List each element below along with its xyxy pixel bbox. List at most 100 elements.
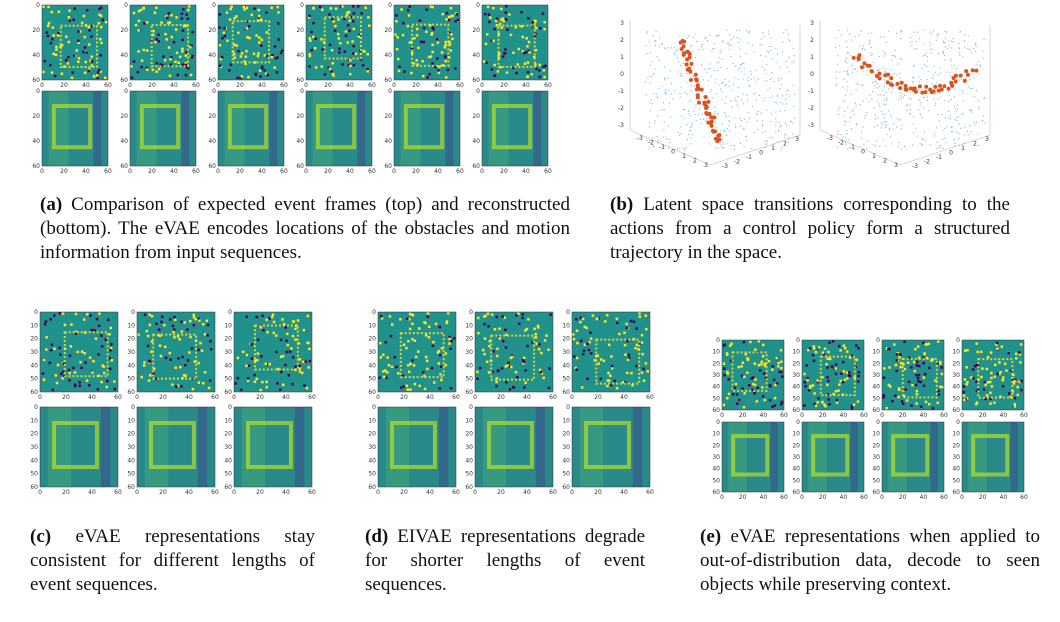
- event-pixel: [919, 380, 922, 384]
- event-pixel: [775, 357, 778, 360]
- y-tick-label: 0: [716, 337, 720, 344]
- latent-point: [793, 93, 795, 96]
- x-tick-label: 40: [185, 394, 193, 401]
- event-pixel: [748, 384, 751, 387]
- latent-point: [950, 131, 953, 133]
- latent-point: [890, 116, 893, 118]
- latent-point: [775, 121, 777, 123]
- event-pixel: [197, 381, 201, 384]
- latent-point: [688, 35, 690, 37]
- latent-point: [722, 81, 724, 84]
- event-pixel: [526, 45, 529, 48]
- event-pixel: [291, 334, 295, 338]
- event-pixel: [524, 369, 527, 372]
- event-pixel: [90, 60, 94, 63]
- latent-point: [896, 74, 898, 76]
- event-pixel: [498, 22, 502, 26]
- event-pixel: [772, 378, 776, 382]
- event-pixel: [834, 363, 838, 366]
- y-tick-label: 0: [759, 150, 763, 157]
- latent-point: [746, 99, 749, 102]
- latent-point: [773, 81, 775, 83]
- trajectory-point: [704, 105, 709, 110]
- event-pixel: [209, 348, 213, 351]
- y-tick-label: 10: [30, 417, 38, 424]
- event-pixel: [47, 5, 50, 9]
- latent-point: [934, 71, 937, 73]
- trajectory-point: [933, 84, 938, 89]
- event-pixel: [761, 386, 764, 389]
- panel-frame: [881, 421, 945, 493]
- event-pixel: [140, 375, 143, 379]
- event-pixel: [757, 363, 761, 367]
- latent-point: [838, 29, 840, 32]
- latent-point: [649, 109, 651, 112]
- latent-point: [715, 121, 717, 124]
- x-tick-label: 20: [979, 412, 987, 419]
- event-pixel: [939, 385, 942, 389]
- latent-point: [717, 35, 719, 37]
- event-pixel: [922, 361, 925, 365]
- latent-point: [944, 46, 946, 48]
- event-pixel: [523, 386, 526, 389]
- event-pixel: [397, 372, 400, 375]
- event-pixel: [270, 55, 274, 59]
- latent-point: [845, 121, 847, 123]
- latent-point: [855, 104, 857, 106]
- event-pixel: [270, 6, 273, 9]
- event-pixel: [257, 52, 260, 55]
- latent-point: [926, 56, 928, 58]
- event-pixel: [744, 353, 748, 356]
- latent-point: [934, 102, 937, 104]
- latent-point: [722, 147, 725, 149]
- event-pixel: [276, 367, 280, 371]
- latent-point: [908, 97, 910, 99]
- y-tick-label: 20: [465, 336, 473, 343]
- y-tick-label: 0: [124, 88, 128, 95]
- event-pixel: [426, 315, 429, 318]
- event-pixel: [1012, 382, 1016, 385]
- event-pixel: [423, 387, 427, 391]
- event-pixel: [756, 386, 759, 390]
- latent-point: [931, 33, 933, 35]
- event-pixel: [137, 333, 140, 336]
- event-pixel: [334, 7, 338, 10]
- event-pixel: [423, 374, 426, 378]
- y-tick-label: 50: [792, 395, 800, 402]
- y-tick-label: 50: [872, 395, 880, 402]
- event-pixel: [186, 359, 190, 362]
- trajectory-point: [695, 93, 700, 98]
- event-pixel: [741, 387, 744, 390]
- latent-point: [652, 35, 654, 37]
- event-pixel: [580, 386, 584, 389]
- y-tick-label: 0: [956, 337, 960, 344]
- trajectory-point: [688, 78, 693, 83]
- latent-point: [942, 138, 944, 140]
- event-pixel: [42, 378, 46, 381]
- event-pixel: [286, 343, 290, 347]
- latent-point: [962, 100, 965, 102]
- event-pixel: [273, 66, 276, 69]
- event-pixel: [855, 358, 859, 362]
- x-tick-label: -1: [659, 144, 665, 151]
- event-pixel: [59, 353, 62, 356]
- event-pixel: [827, 398, 830, 401]
- event-pixel: [763, 362, 767, 366]
- x-tick-label: 0: [38, 489, 42, 496]
- latent-plot: 3-3-32-2-21-1-100 0-111-222-333: [618, 20, 801, 170]
- x-tick-label: 40: [760, 412, 768, 419]
- event-pixel: [975, 380, 978, 384]
- event-pixel: [351, 40, 354, 43]
- obstacle-edge: [977, 358, 1014, 399]
- event-pixel: [534, 336, 538, 339]
- latent-point: [773, 144, 775, 146]
- event-pixel: [235, 44, 238, 47]
- y-tick-label: 30: [465, 444, 473, 451]
- event-pixel: [87, 43, 91, 46]
- latent-point: [779, 87, 781, 90]
- event-pixel: [511, 66, 515, 69]
- event-pixel: [83, 351, 86, 355]
- event-pixel: [501, 339, 505, 343]
- event-pixel: [489, 16, 492, 19]
- y-tick-label: 40: [32, 138, 40, 145]
